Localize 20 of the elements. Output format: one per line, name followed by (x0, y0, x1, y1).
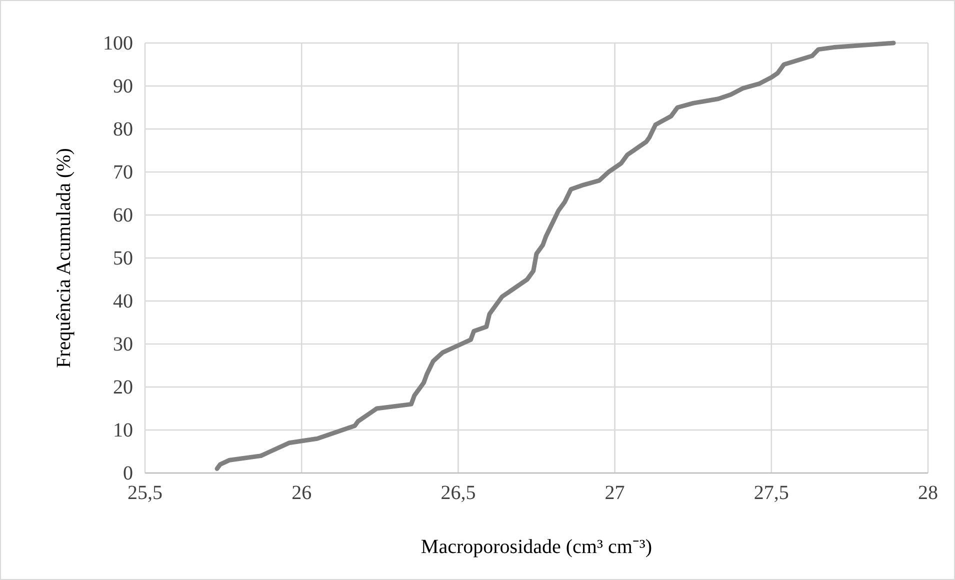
line-series (214, 40, 896, 471)
y-tick-label: 20 (113, 376, 133, 398)
x-tick-label: 25,5 (128, 482, 162, 504)
y-tick-label: 90 (113, 75, 133, 98)
x-tick-label: 28 (918, 482, 938, 504)
y-tick-label: 70 (113, 161, 133, 184)
y-axis-title: Frequência Acumulada (%) (53, 148, 75, 368)
x-tick-label: 27,5 (754, 482, 789, 504)
y-tick-label: 50 (113, 247, 133, 270)
y-tick-label: 10 (113, 419, 133, 442)
x-tick-label: 26 (292, 482, 312, 504)
x-axis-title: Macroporosidade (cm³ cm⁻³) (420, 536, 652, 558)
y-tick-label: 80 (113, 118, 133, 140)
y-tick-label: 30 (113, 333, 133, 356)
y-tick-label: 100 (103, 32, 133, 54)
x-tick-label: 26,5 (440, 482, 476, 504)
y-tick-label: 40 (113, 290, 133, 312)
x-tick-label: 27 (604, 482, 625, 504)
y-tick-label: 60 (113, 204, 133, 226)
y-tick-label: 0 (123, 462, 133, 484)
